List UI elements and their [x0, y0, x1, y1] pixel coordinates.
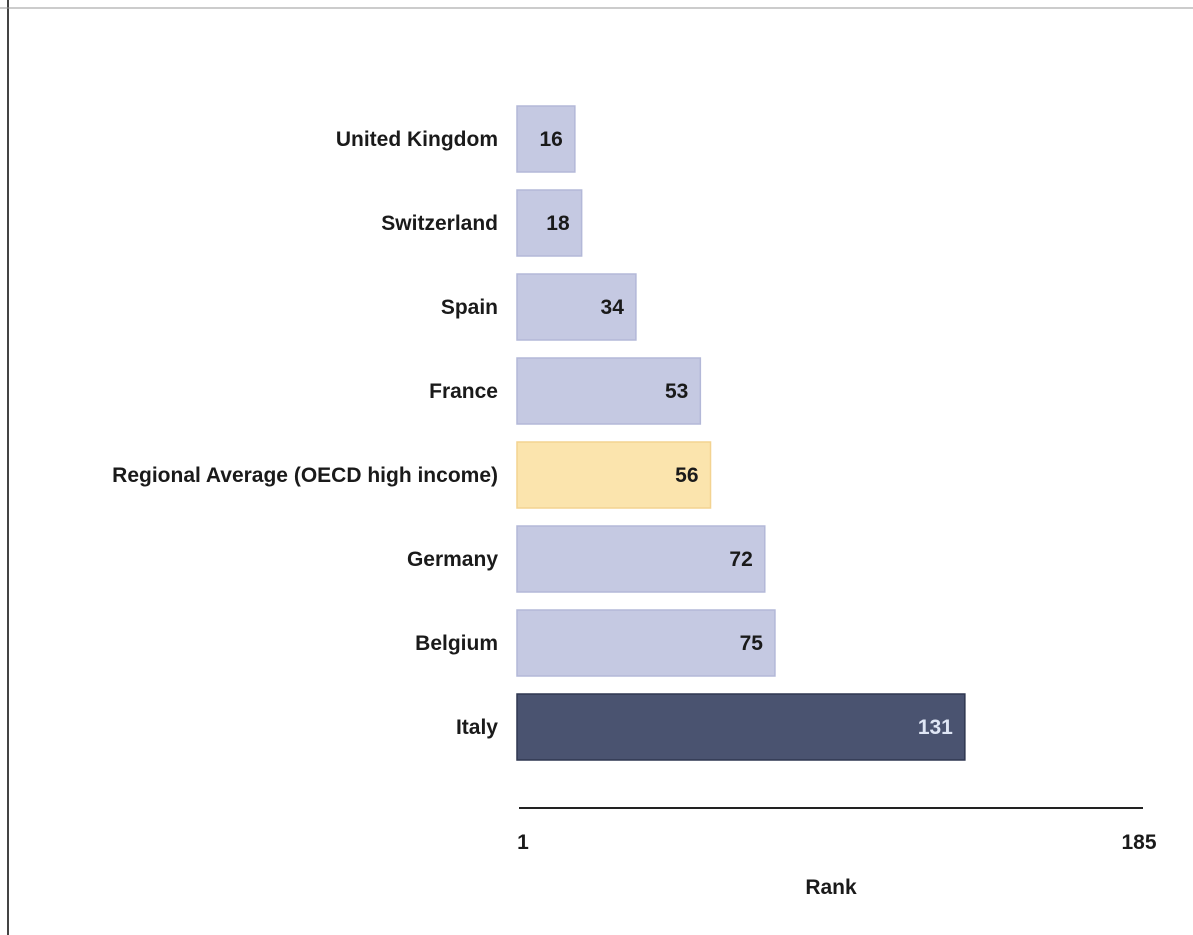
- bar-value-label: 53: [665, 380, 688, 403]
- bar-value-label: 16: [540, 128, 563, 151]
- category-label: Germany: [407, 548, 498, 571]
- bar: [516, 105, 576, 173]
- bar-value-label: 72: [729, 548, 752, 571]
- x-tick-label: 185: [1121, 831, 1156, 854]
- bar-value-label: 18: [546, 212, 570, 235]
- category-label: Belgium: [415, 632, 498, 655]
- bar: [516, 273, 637, 341]
- highlight-bar: [516, 693, 966, 761]
- category-label: Italy: [456, 716, 498, 739]
- average-bar: [516, 441, 712, 509]
- bar-value-label: 131: [918, 716, 953, 739]
- bar-value-label: 56: [675, 464, 698, 487]
- bars-group: United Kingdom 16 Switzerland 18 Spain 34 Fran…: [112, 105, 966, 761]
- bar: [516, 609, 776, 677]
- category-label: Spain: [441, 296, 498, 319]
- category-label: Switzerland: [381, 212, 498, 235]
- x-tick-label: 1: [517, 831, 529, 854]
- x-axis-title: Rank: [805, 876, 857, 899]
- category-label: United Kingdom: [336, 128, 498, 151]
- bar: [516, 189, 583, 257]
- bar: [516, 525, 766, 593]
- bar-value-label: 75: [740, 632, 764, 655]
- category-label: Regional Average (OECD high income): [112, 464, 498, 487]
- category-label: France: [429, 380, 498, 403]
- x-axis: 1 185 Rank: [517, 807, 1157, 899]
- bar-value-label: 34: [601, 296, 625, 319]
- bar: [516, 357, 702, 425]
